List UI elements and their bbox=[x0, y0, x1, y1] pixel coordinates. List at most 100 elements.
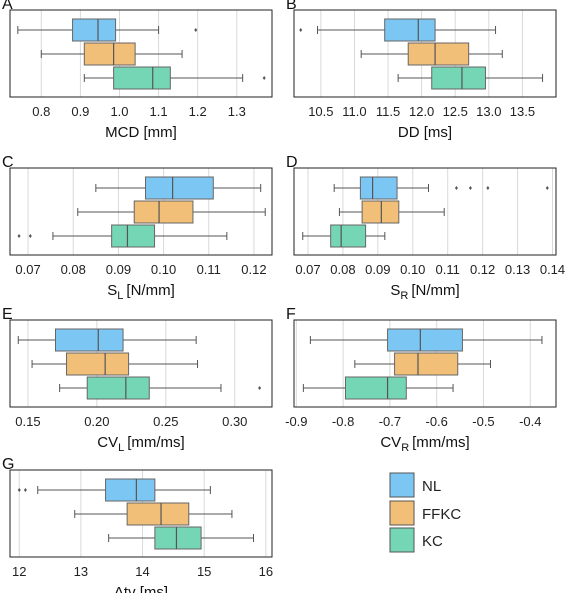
box-nl bbox=[333, 176, 549, 200]
box-ffkc bbox=[360, 42, 503, 66]
box-iqr bbox=[407, 42, 470, 66]
panel-c: C 0.07 0.08 0.09 0.10 0.11 0.12 SL [N/mm] bbox=[2, 154, 273, 302]
tick-label: 0.30 bbox=[222, 414, 247, 429]
tick-label: 0.8 bbox=[32, 104, 50, 119]
tick-label: 0.12 bbox=[241, 262, 266, 277]
tick-label: 0.12 bbox=[470, 262, 495, 277]
box-iqr bbox=[394, 352, 459, 376]
plot-frame bbox=[293, 319, 557, 408]
plot-frame bbox=[293, 167, 557, 256]
box-nl bbox=[17, 18, 198, 42]
box-iqr bbox=[72, 18, 117, 42]
tick-label: 0.07 bbox=[15, 262, 40, 277]
tick-label: 1.2 bbox=[189, 104, 207, 119]
x-axis-label: MCD [mm] bbox=[105, 124, 177, 141]
tick-label: 0.09 bbox=[365, 262, 390, 277]
tick-label: 13 bbox=[74, 564, 88, 579]
x-axis-label: DD [ms] bbox=[398, 124, 452, 141]
outlier-point bbox=[258, 386, 262, 390]
panel-f: F -0.9 -0.8 -0.7 -0.6 -0.5 -0.4 CVR [mm/ms] bbox=[285, 306, 557, 454]
panel-letter: D bbox=[286, 154, 298, 171]
box-kc bbox=[302, 224, 386, 248]
tick-label: 11.5 bbox=[376, 104, 400, 119]
legend: NL FFKC KC bbox=[389, 472, 461, 553]
box-ffkc bbox=[31, 352, 199, 376]
legend-swatch-ffkc bbox=[389, 500, 415, 526]
box-ffkc bbox=[354, 352, 491, 376]
outlier-point bbox=[17, 234, 21, 238]
tick-label: 0.13 bbox=[505, 262, 530, 277]
panel-letter: E bbox=[2, 306, 13, 323]
tick-label: 0.11 bbox=[197, 262, 221, 277]
tick-label: 0.09 bbox=[106, 262, 131, 277]
x-axis-label: CVL [mm/ms] bbox=[97, 434, 184, 454]
plot-frame bbox=[293, 9, 557, 98]
tick-label: -0.6 bbox=[425, 414, 447, 429]
outlier-point bbox=[28, 234, 32, 238]
plot-frame bbox=[9, 167, 273, 256]
box-nl bbox=[95, 176, 262, 200]
tick-label: 15 bbox=[197, 564, 211, 579]
tick-label: 0.08 bbox=[61, 262, 86, 277]
panel-a: A 0.8 0.9 1.0 1.1 1.2 1.3 MCD [mm] bbox=[2, 0, 273, 141]
tick-label: 12.5 bbox=[443, 104, 468, 119]
outlier-point bbox=[299, 28, 303, 32]
x-axis-label: SR [N/mm] bbox=[390, 282, 459, 302]
box-ffkc bbox=[74, 502, 233, 526]
plot-frame bbox=[9, 319, 273, 408]
tick-label: -0.9 bbox=[285, 414, 307, 429]
panel-letter: G bbox=[2, 456, 14, 473]
box-nl bbox=[17, 478, 211, 502]
legend-swatch-nl bbox=[389, 472, 415, 498]
box-kc bbox=[59, 376, 262, 400]
tick-label: -0.8 bbox=[332, 414, 354, 429]
tick-label: 0.10 bbox=[151, 262, 176, 277]
plot-frame bbox=[9, 9, 273, 98]
panel-letter: F bbox=[286, 306, 296, 323]
box-iqr bbox=[83, 42, 136, 66]
box-iqr bbox=[111, 224, 156, 248]
box-kc bbox=[397, 66, 544, 90]
outlier-point bbox=[194, 28, 198, 32]
tick-label: 0.08 bbox=[330, 262, 355, 277]
box-iqr bbox=[431, 66, 486, 90]
panel-letter: B bbox=[286, 0, 297, 13]
tick-label: -0.4 bbox=[519, 414, 541, 429]
outlier-point bbox=[23, 488, 27, 492]
tick-label: 11.0 bbox=[342, 104, 366, 119]
box-iqr bbox=[387, 328, 463, 352]
panel-d: D 0.07 0.08 0.09 0.10 0.11 0.12 0.13 0.14 SR [N/mm… bbox=[286, 154, 565, 302]
box-iqr bbox=[361, 200, 400, 224]
outlier-point bbox=[454, 186, 458, 190]
x-axis-label: CVR [mm/ms] bbox=[380, 434, 469, 454]
box-iqr bbox=[113, 66, 171, 90]
box-ffkc bbox=[40, 42, 183, 66]
box-ffkc bbox=[77, 200, 266, 224]
tick-label: 1.3 bbox=[228, 104, 246, 119]
box-iqr bbox=[384, 18, 436, 42]
outlier-point bbox=[17, 488, 21, 492]
tick-label: 1.0 bbox=[110, 104, 128, 119]
box-kc bbox=[108, 526, 255, 550]
box-kc bbox=[83, 66, 266, 90]
panel-e: E 0.15 0.20 0.25 0.30 CVL [mm/ms] bbox=[2, 306, 273, 454]
legend-swatch-kc bbox=[389, 527, 415, 553]
outlier-point bbox=[486, 186, 490, 190]
tick-label: 12.0 bbox=[409, 104, 434, 119]
tick-label: 0.15 bbox=[15, 414, 40, 429]
tick-label: -0.5 bbox=[472, 414, 494, 429]
tick-label: 12 bbox=[12, 564, 26, 579]
box-nl bbox=[309, 328, 543, 352]
tick-label: 0.25 bbox=[153, 414, 178, 429]
box-iqr bbox=[66, 352, 130, 376]
tick-label: 0.11 bbox=[436, 262, 460, 277]
outlier-point bbox=[262, 76, 266, 80]
tick-label: 13.5 bbox=[510, 104, 535, 119]
legend-label-nl: NL bbox=[422, 478, 441, 495]
box-nl bbox=[299, 18, 497, 42]
outlier-point bbox=[468, 186, 472, 190]
legend-label-kc: KC bbox=[422, 533, 443, 550]
tick-label: 0.9 bbox=[71, 104, 89, 119]
box-ffkc bbox=[338, 200, 445, 224]
